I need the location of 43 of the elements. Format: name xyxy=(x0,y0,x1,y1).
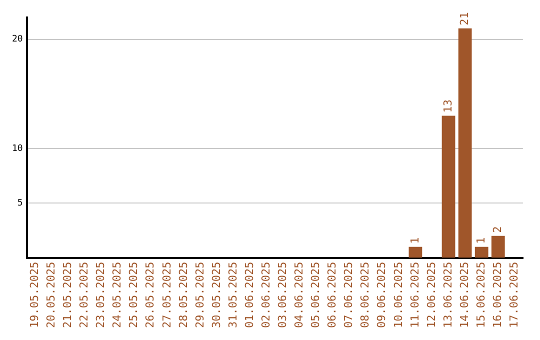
data-label: 1 xyxy=(408,237,422,244)
x-tick-label: 20.05.2025 xyxy=(44,262,58,328)
x-tick-label: 23.05.2025 xyxy=(94,262,108,328)
x-tick-label: 05.06.2025 xyxy=(309,262,322,328)
x-tick-label: 17.06.2025 xyxy=(508,262,521,328)
x-tick-label: 31.05.2025 xyxy=(226,262,240,328)
bar xyxy=(408,246,422,258)
x-tick-label: 15.06.2025 xyxy=(474,262,488,328)
y-tick-label: 20 xyxy=(12,34,23,45)
data-label: 21 xyxy=(458,12,471,26)
x-tick-label: 09.06.2025 xyxy=(375,262,388,328)
x-tick-label: 27.05.2025 xyxy=(160,262,174,328)
x-tick-label: 16.06.2025 xyxy=(490,262,504,328)
data-label: 13 xyxy=(441,99,454,113)
data-label: 1 xyxy=(474,237,488,244)
x-tick-label: 10.06.2025 xyxy=(392,262,405,328)
x-tick-label: 04.06.2025 xyxy=(292,262,306,328)
x-tick-label: 29.05.2025 xyxy=(193,262,206,328)
x-tick-label: 22.05.2025 xyxy=(78,262,91,328)
bar xyxy=(458,28,472,258)
x-tick-label: 13.06.2025 xyxy=(441,262,454,328)
bar xyxy=(474,246,488,258)
x-tick-label: 14.06.2025 xyxy=(458,262,471,328)
x-tick-label: 25.05.2025 xyxy=(127,262,140,328)
x-tick-label: 07.06.2025 xyxy=(342,262,356,328)
x-tick-label: 08.06.2025 xyxy=(358,262,372,328)
x-tick-label: 06.06.2025 xyxy=(326,262,339,328)
x-tick-label: 02.06.2025 xyxy=(259,262,272,328)
x-tick-label: 11.06.2025 xyxy=(408,262,422,328)
x-tick-label: 30.05.2025 xyxy=(210,262,223,328)
x-tick-label: 12.06.2025 xyxy=(424,262,438,328)
x-tick-label: 21.05.2025 xyxy=(61,262,74,328)
data-label: 2 xyxy=(490,226,504,233)
x-tick-label: 03.06.2025 xyxy=(276,262,290,328)
x-tick-label: 24.05.2025 xyxy=(110,262,124,328)
bar xyxy=(442,116,456,258)
y-tick-label: 10 xyxy=(12,144,23,154)
x-tick-label: 26.05.2025 xyxy=(144,262,157,328)
x-tick-label: 19.05.2025 xyxy=(28,262,41,328)
y-tick-label: 5 xyxy=(17,198,23,208)
x-tick-label: 01.06.2025 xyxy=(242,262,256,328)
bar xyxy=(491,236,505,258)
x-tick-label: 28.05.2025 xyxy=(176,262,190,328)
